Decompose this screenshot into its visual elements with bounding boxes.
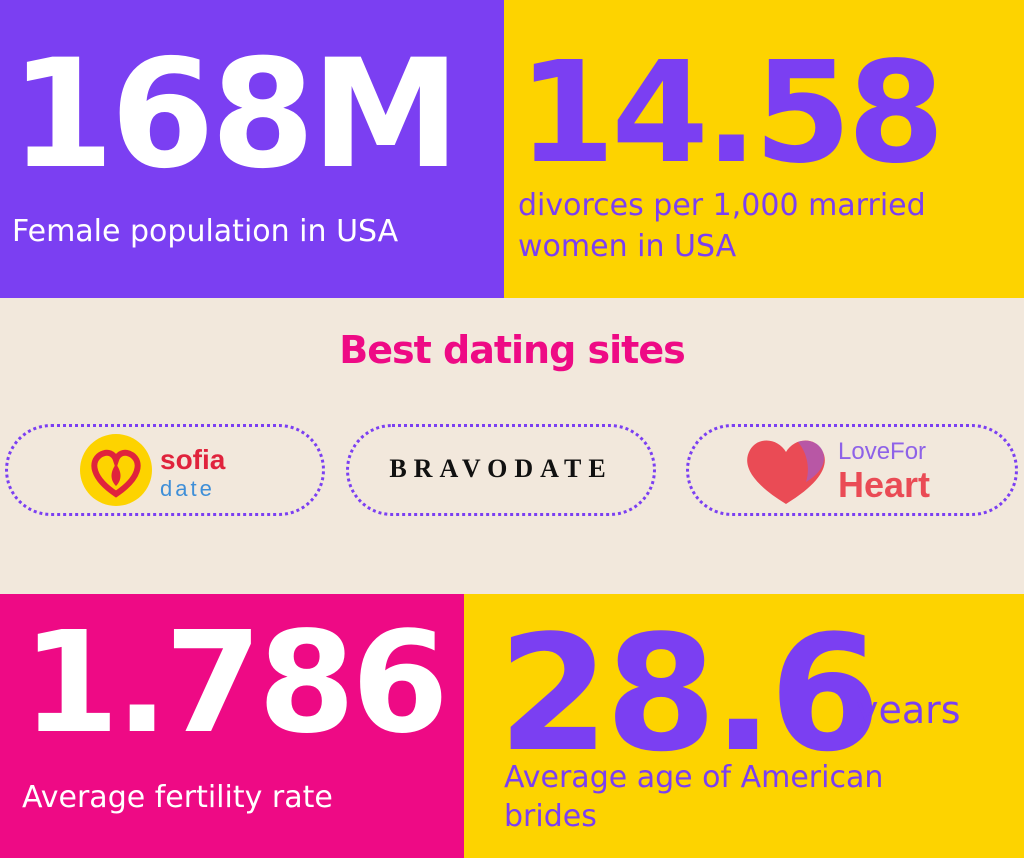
site-card-sofia-date[interactable] <box>5 424 325 516</box>
site-card-bravodate[interactable] <box>346 424 656 516</box>
stat-caption: Average fertility rate <box>22 780 333 815</box>
stat-panel-divorce-rate: 14.58 divorces per 1,000 married women i… <box>504 0 1024 298</box>
stat-unit: years <box>856 688 961 732</box>
stat-caption: Female population in USA <box>12 214 399 249</box>
section-title: Best dating sites <box>339 328 685 372</box>
stat-panel-fertility-rate: 1.786 Average fertility rate <box>0 594 464 858</box>
site-logo-subtext: date <box>160 476 215 501</box>
heart-icon <box>747 440 825 504</box>
stat-value: 28.6 <box>498 600 881 787</box>
site-logo-subtext: Heart <box>838 464 931 505</box>
stat-value: 14.58 <box>518 32 945 195</box>
site-logo-text: BRAVODATE <box>389 454 613 483</box>
stat-value: 1.786 <box>22 602 449 765</box>
site-card-loveforheart[interactable] <box>686 424 1018 516</box>
stat-caption: divorces per 1,000 married women in USA <box>518 188 926 264</box>
stat-value: 168M <box>10 28 460 202</box>
site-logo-text: sofia <box>160 444 226 475</box>
stat-panel-female-population: 168M Female population in USA <box>0 0 504 298</box>
site-logo-text: LoveFor <box>838 438 927 465</box>
stat-caption: Average age of American brides <box>504 760 884 834</box>
stat-panel-bride-age: 28.6 years Average age of American bride… <box>464 594 1024 858</box>
dating-sites-section: Best dating sites sofia date BRAVODATE L… <box>0 298 1024 594</box>
heart-circle-icon <box>80 434 152 506</box>
